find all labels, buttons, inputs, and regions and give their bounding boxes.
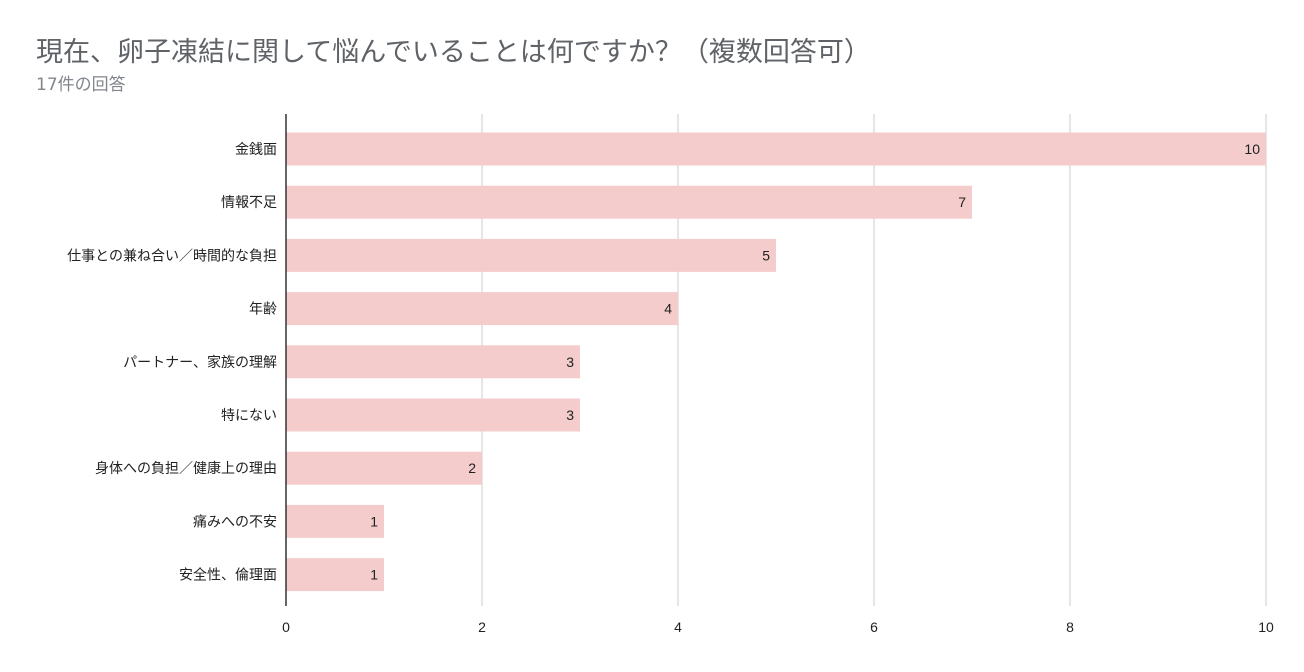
bar [286, 504, 384, 538]
category-label: 年齢 [249, 302, 277, 318]
data-label: 1 [370, 513, 378, 529]
category-label: 仕事との兼ね合い／時間的な負担 [67, 248, 277, 264]
category-label: 金銭面 [235, 142, 277, 158]
data-label: 5 [762, 247, 770, 263]
chart-title: 現在、卵子凍結に関して悩んでいることは何ですか？（複数回答可） [36, 37, 871, 68]
x-tick-label: 2 [478, 619, 486, 635]
data-label: 3 [566, 407, 574, 423]
bar [286, 292, 678, 326]
data-label: 4 [664, 301, 672, 317]
x-tick-label: 8 [1066, 619, 1074, 635]
bar [286, 451, 482, 485]
x-tick-label: 10 [1258, 619, 1274, 635]
x-tick-label: 4 [674, 619, 682, 635]
x-tick-label: 0 [282, 619, 290, 635]
category-label: パートナー、家族の理解 [123, 354, 277, 371]
data-label: 10 [1244, 141, 1260, 157]
category-label: 安全性、倫理面 [179, 567, 277, 584]
category-label: 痛みへの不安 [193, 513, 277, 530]
data-label: 2 [468, 460, 476, 476]
category-label: 身体への負担／健康上の理由 [95, 460, 277, 477]
category-label: 情報不足 [221, 195, 277, 211]
bar [286, 345, 580, 379]
data-label: 1 [370, 567, 378, 583]
data-label: 7 [958, 194, 966, 210]
bar [286, 558, 384, 592]
data-label: 3 [566, 354, 574, 370]
bar [286, 238, 776, 272]
bar [286, 132, 1266, 166]
x-tick-label: 6 [870, 619, 878, 635]
chart-subtitle: 17件の回答 [36, 75, 126, 95]
bar [286, 398, 580, 432]
category-label: 特にない [221, 408, 277, 424]
bar [286, 185, 972, 219]
